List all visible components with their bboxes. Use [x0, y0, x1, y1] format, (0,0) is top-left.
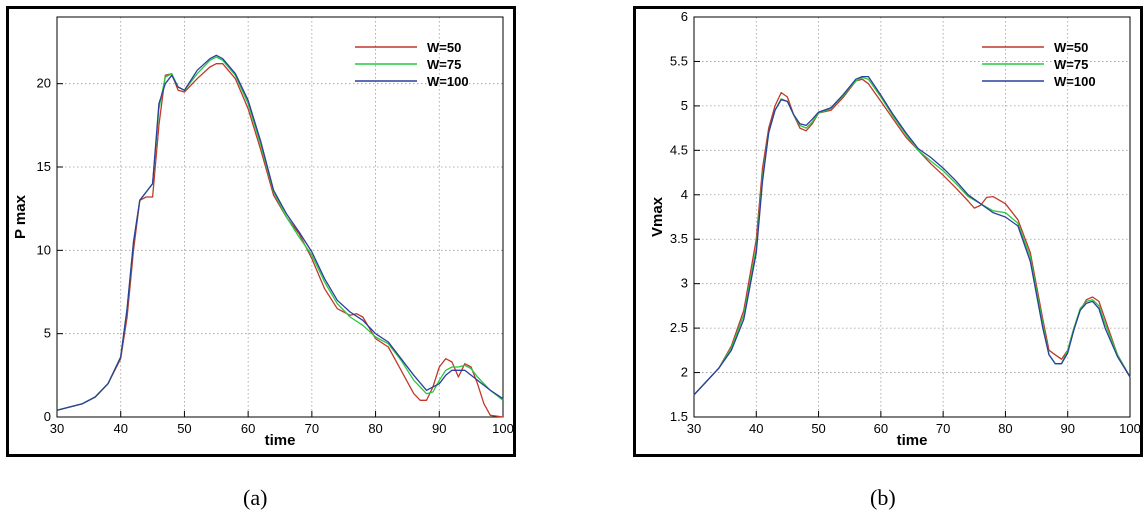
chart-panel-a: 30 40 50 60 70 80 90 100 0 5 10 15 20 time P max W=50 W=…: [6, 6, 516, 457]
chart-a-svg: 30 40 50 60 70 80 90 100 0 5 10 15 20 time P max W=50 W=…: [12, 16, 513, 449]
chart-b-ytick-label: 2.5: [670, 320, 688, 335]
chart-panel-b: 30 40 50 60 70 80 90 100 1.5 2 2.5 3 3.5 4 4.5 5 5.5 6 tim…: [633, 6, 1143, 457]
chart-a-ytick-label: 0: [44, 409, 51, 424]
chart-b-ytick-label: 2: [681, 365, 688, 380]
chart-b-xtick-label: 40: [749, 421, 763, 436]
chart-b-series-line-2: [693, 75, 1131, 396]
chart-a-legend-label-0: W=50: [427, 40, 461, 55]
chart-a-xlabel: time: [265, 432, 296, 449]
chart-b-xtick-label: 50: [811, 421, 825, 436]
chart-b-xtick-label: 30: [687, 421, 701, 436]
caption-b: (b): [870, 485, 896, 510]
chart-b-ylabel: Vmax: [649, 196, 666, 237]
chart-a-ytick-label: 15: [37, 159, 51, 174]
caption-a: (a): [243, 485, 268, 510]
chart-a-ylabel: P max: [12, 194, 29, 239]
chart-a-plot-frame: [56, 16, 504, 418]
chart-a-xtick-label: 100: [492, 421, 513, 436]
chart-a-series-line-0: [56, 63, 504, 418]
chart-a-ytick-label: 20: [37, 76, 51, 91]
chart-b-xtick-label: 100: [1119, 421, 1140, 436]
chart-b-legend-label-1: W=75: [1054, 57, 1088, 72]
chart-a-xtick-label: 70: [305, 421, 319, 436]
chart-a-xtick-label: 40: [113, 421, 127, 436]
chart-a-series-line-1: [56, 56, 504, 411]
chart-b-ytick-label: 5.5: [670, 53, 688, 68]
chart-b-legend-label-0: W=50: [1054, 40, 1088, 55]
chart-b-xlabel: time: [897, 432, 928, 449]
chart-b-xtick-label: 90: [1060, 421, 1074, 436]
chart-a-legend-label-2: W=100: [427, 74, 469, 89]
chart-b-xtick-label: 60: [874, 421, 888, 436]
chart-b-ytick-label: 1.5: [670, 409, 688, 424]
chart-a-ytick-label: 5: [44, 326, 51, 341]
chart-a-xtick-label: 80: [368, 421, 382, 436]
chart-b-ytick-label: 3.5: [670, 231, 688, 246]
chart-b-series-line-1: [693, 76, 1131, 396]
chart-b-ytick-label: 4.5: [670, 142, 688, 157]
chart-a-ytick-label: 10: [37, 242, 51, 257]
chart-b-ytick-label: 4: [681, 187, 688, 202]
chart-a-xtick-label: 90: [432, 421, 446, 436]
chart-b-ytick-label: 5: [681, 98, 688, 113]
chart-b-ytick-label: 3: [681, 276, 688, 291]
chart-b-legend-label-2: W=100: [1054, 74, 1096, 89]
chart-b-plot-frame: [693, 16, 1131, 418]
chart-b-series-line-0: [693, 78, 1131, 396]
chart-a-legend-label-1: W=75: [427, 57, 461, 72]
chart-a-series-line-2: [56, 54, 504, 411]
chart-b-xtick-label: 70: [936, 421, 950, 436]
chart-b-xtick-label: 80: [998, 421, 1012, 436]
chart-a-xtick-label: 60: [241, 421, 255, 436]
chart-b-svg: 30 40 50 60 70 80 90 100 1.5 2 2.5 3 3.5 4 4.5 5 5.5 6 tim…: [649, 9, 1140, 449]
chart-b-ytick-label: 6: [681, 9, 688, 24]
chart-a-xtick-label: 50: [177, 421, 191, 436]
chart-a-xtick-label: 30: [50, 421, 64, 436]
